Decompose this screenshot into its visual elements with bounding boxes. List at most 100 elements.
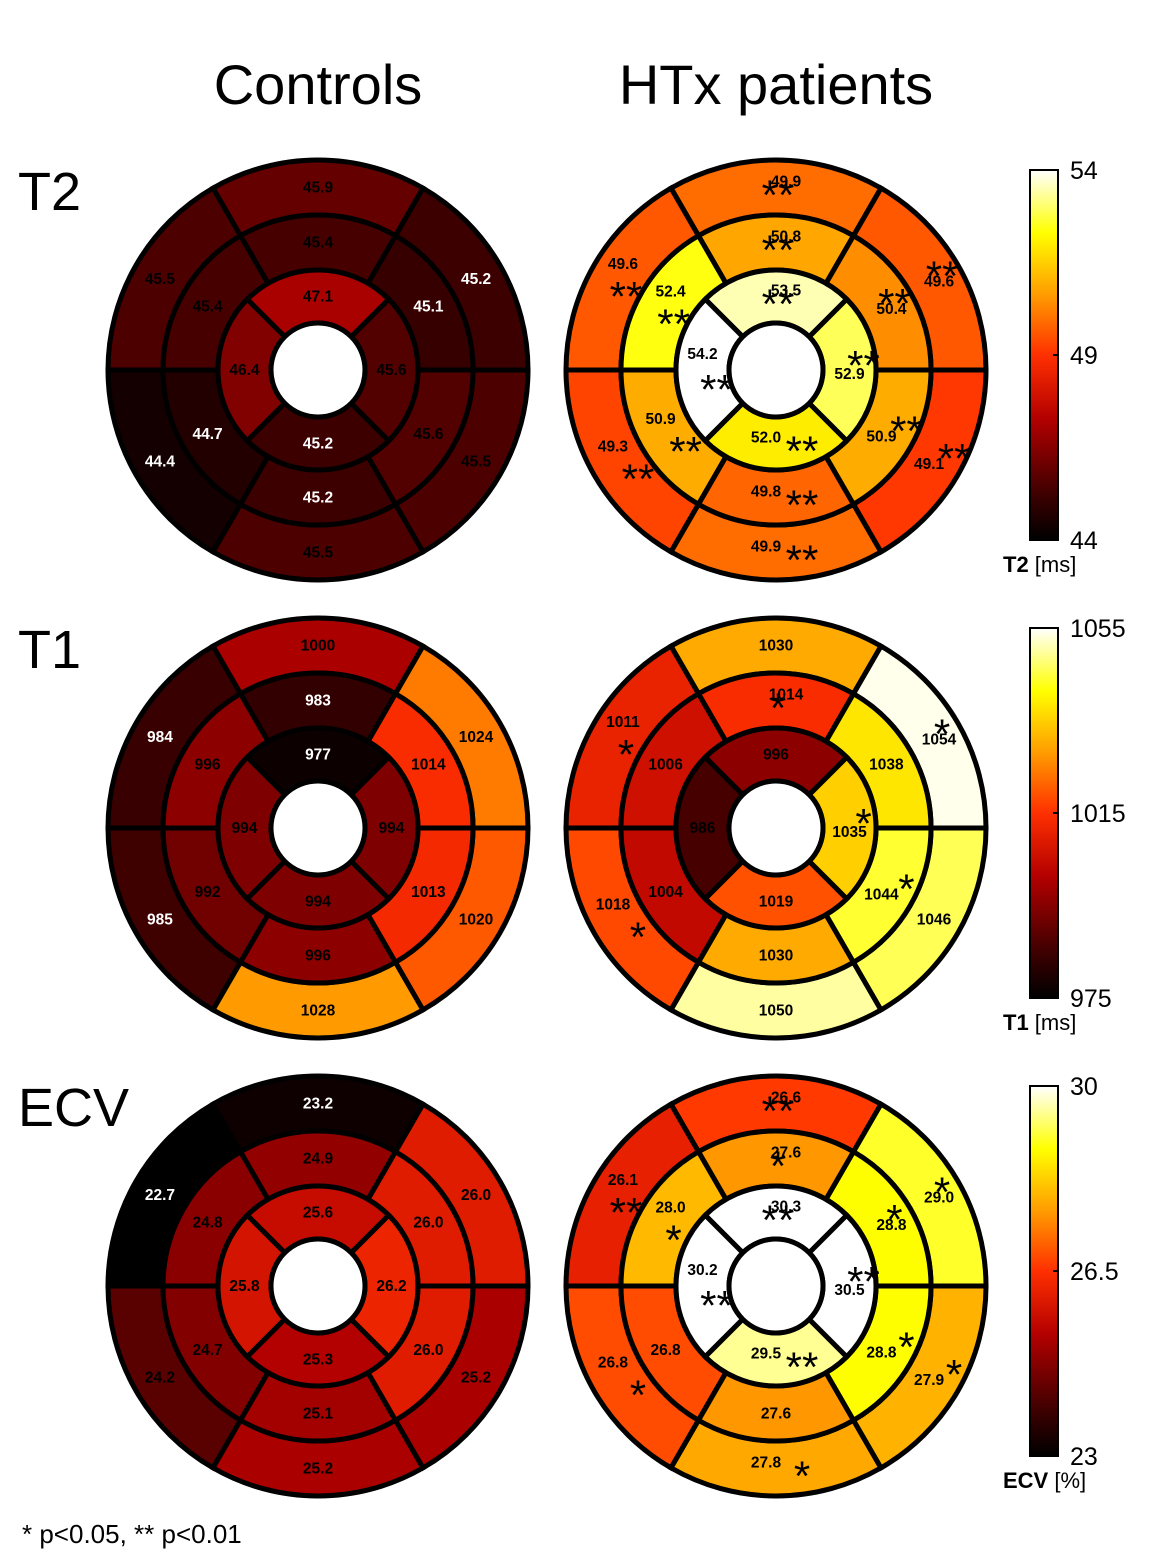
- value-htx-t1-mid-1: 1014: [769, 687, 804, 704]
- sig-htx-ecv-apical-1: **: [762, 1197, 795, 1244]
- sig-htx-t2-mid-6: **: [878, 280, 911, 327]
- value-htx-t2-mid-6: 50.4: [876, 301, 907, 318]
- sig-htx-t1-mid-5: *: [898, 865, 914, 912]
- sig-htx-ecv-basal-4: *: [794, 1453, 810, 1500]
- sig-htx-ecv-basal-3: *: [630, 1372, 646, 1419]
- sig-htx-t2-apical-3: **: [786, 428, 819, 475]
- sig-htx-ecv-basal-1: **: [762, 1088, 795, 1135]
- value-controls-t1-basal-5: 1020: [459, 911, 493, 928]
- apex-controls-ecv: [268, 1236, 368, 1336]
- value-controls-t2-apical-3: 45.2: [303, 436, 333, 453]
- value-controls-ecv-apical-4: 26.2: [376, 1278, 406, 1295]
- value-htx-ecv-basal-3: 26.8: [598, 1355, 629, 1372]
- value-controls-t1-basal-1: 1000: [301, 638, 335, 655]
- value-controls-ecv-basal-6: 26.0: [461, 1187, 491, 1204]
- colorbar-label-metric: T1: [1003, 1010, 1029, 1035]
- value-controls-t1-apical-4: 994: [379, 820, 405, 837]
- value-controls-ecv-mid-5: 26.0: [413, 1342, 443, 1359]
- value-htx-ecv-basal-1: 26.6: [771, 1090, 802, 1107]
- apex-controls-t2: [268, 320, 368, 420]
- value-htx-t2-mid-1: 50.8: [771, 229, 802, 246]
- value-htx-t2-mid-4: 49.8: [751, 484, 782, 501]
- colorbar-tick-label-t2: 49: [1070, 342, 1098, 370]
- value-htx-ecv-mid-4: 27.6: [761, 1406, 792, 1423]
- value-htx-ecv-mid-1: 27.6: [771, 1145, 802, 1162]
- value-controls-t1-apical-2: 994: [232, 820, 258, 837]
- value-htx-t2-apical-1: 53.5: [771, 283, 802, 300]
- value-controls-t1-mid-2: 996: [195, 756, 221, 773]
- value-controls-t1-mid-3: 992: [195, 884, 221, 901]
- value-htx-t2-basal-5: 49.1: [914, 456, 945, 473]
- apex-controls-t1: [268, 778, 368, 878]
- value-controls-ecv-basal-5: 25.2: [461, 1369, 491, 1386]
- value-htx-t2-apical-2: 54.2: [687, 346, 717, 363]
- value-htx-ecv-basal-4: 27.8: [751, 1455, 782, 1472]
- value-htx-t1-basal-1: 1030: [759, 638, 793, 655]
- sig-htx-t2-basal-3: **: [622, 456, 655, 503]
- value-controls-ecv-basal-3: 24.2: [145, 1369, 175, 1386]
- sig-htx-t1-basal-6: *: [934, 710, 950, 757]
- colorbar-label-ecv: ECV [%]: [1003, 1468, 1086, 1493]
- sig-htx-t1-mid-1: *: [770, 685, 786, 732]
- value-htx-ecv-apical-3: 29.5: [751, 1346, 782, 1363]
- value-controls-t2-apical-2: 46.4: [229, 362, 260, 379]
- apex-htx-t2: [726, 320, 826, 420]
- value-controls-t1-basal-4: 1028: [301, 1003, 336, 1020]
- sig-htx-ecv-basal-5: *: [946, 1351, 962, 1398]
- chart-rows: T2 45.9 45.5 44.4 45.5 45.5 45.2 45.4 45.4 44.7 45…: [18, 157, 1126, 1500]
- value-controls-t2-mid-2: 45.4: [192, 298, 223, 315]
- value-controls-t1-apical-3: 994: [305, 894, 331, 911]
- value-htx-t1-apical-1: 996: [763, 747, 789, 764]
- value-controls-ecv-apical-2: 25.8: [229, 1278, 260, 1295]
- value-htx-ecv-apical-4: 30.5: [834, 1282, 865, 1299]
- colorbar-label-metric: T2: [1003, 552, 1029, 577]
- value-controls-ecv-basal-2: 22.7: [145, 1187, 175, 1204]
- sig-htx-ecv-mid-6: *: [886, 1196, 902, 1243]
- colorbar-tick-label-ecv: 26.5: [1070, 1258, 1119, 1286]
- colorbar-tick-label-t1: 975: [1070, 985, 1112, 1013]
- value-controls-t1-basal-2: 984: [147, 729, 173, 746]
- colorbar-label-metric: ECV: [1003, 1468, 1049, 1493]
- value-htx-t1-basal-2: 1011: [606, 714, 640, 731]
- sig-htx-ecv-apical-3: **: [786, 1344, 819, 1391]
- apex-htx-t1: [726, 778, 826, 878]
- value-controls-t2-basal-2: 45.5: [145, 271, 176, 288]
- value-htx-t1-apical-2: 986: [690, 820, 716, 837]
- sig-htx-ecv-basal-6: *: [934, 1168, 950, 1215]
- value-htx-t1-mid-2: 1006: [648, 756, 683, 773]
- value-htx-t2-mid-2: 52.4: [655, 284, 686, 301]
- sig-htx-t1-basal-3: *: [630, 914, 646, 961]
- sig-htx-t2-mid-1: **: [762, 227, 795, 274]
- value-htx-t2-mid-5: 50.9: [866, 428, 897, 445]
- apex-htx-ecv: [726, 1236, 826, 1336]
- significance-footnote: * p<0.05, ** p<0.01: [22, 1519, 242, 1549]
- colorbar-tick-label-t2: 44: [1070, 527, 1098, 555]
- value-htx-t1-mid-6: 1038: [869, 756, 904, 773]
- value-controls-ecv-mid-3: 24.7: [192, 1342, 222, 1359]
- value-htx-ecv-mid-5: 28.8: [866, 1344, 897, 1361]
- value-htx-t2-apical-3: 52.0: [751, 430, 781, 447]
- colorbar-tick-label-t1: 1015: [1070, 800, 1126, 828]
- value-htx-t2-basal-1: 49.9: [771, 174, 802, 191]
- value-htx-ecv-basal-2: 26.1: [608, 1172, 639, 1189]
- value-controls-t1-mid-4: 996: [305, 948, 331, 965]
- value-htx-t1-apical-4: 1035: [832, 824, 867, 841]
- row-title-ecv: ECV: [18, 1078, 129, 1138]
- value-controls-t2-basal-4: 45.5: [303, 545, 334, 562]
- value-htx-ecv-apical-2: 30.2: [687, 1262, 717, 1279]
- sig-htx-t2-apical-1: **: [762, 281, 795, 328]
- value-htx-t2-basal-6: 49.6: [924, 273, 955, 290]
- colorbar-tick-label-t1: 1055: [1070, 615, 1126, 643]
- sig-htx-t1-apical-4: *: [855, 800, 871, 847]
- value-controls-t2-mid-3: 44.7: [192, 426, 222, 443]
- value-htx-t2-mid-3: 50.9: [645, 411, 676, 428]
- colorbar-tick-label-t2: 54: [1070, 157, 1098, 185]
- value-controls-ecv-basal-1: 23.2: [303, 1096, 333, 1113]
- value-controls-t2-basal-3: 44.4: [145, 453, 176, 470]
- colorbar-label-unit: [ms]: [1029, 552, 1077, 577]
- column-title-controls: Controls: [214, 53, 423, 116]
- sig-htx-t2-apical-4: **: [847, 342, 880, 389]
- value-controls-ecv-mid-1: 24.9: [303, 1151, 334, 1168]
- row-title-t2: T2: [18, 162, 81, 222]
- value-htx-ecv-apical-1: 30.3: [771, 1199, 802, 1216]
